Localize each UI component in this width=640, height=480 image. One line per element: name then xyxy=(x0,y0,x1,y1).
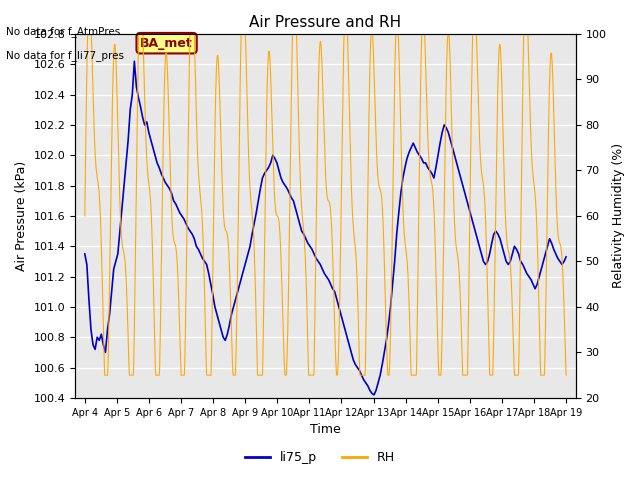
Text: BA_met: BA_met xyxy=(140,36,193,50)
Title: Air Pressure and RH: Air Pressure and RH xyxy=(250,15,401,30)
Y-axis label: Air Pressure (kPa): Air Pressure (kPa) xyxy=(15,161,28,271)
Text: No data for f_li77_pres: No data for f_li77_pres xyxy=(6,49,124,60)
Y-axis label: Relativity Humidity (%): Relativity Humidity (%) xyxy=(612,144,625,288)
Legend: li75_p, RH: li75_p, RH xyxy=(240,446,400,469)
Text: No data for f_AtmPres: No data for f_AtmPres xyxy=(6,25,121,36)
X-axis label: Time: Time xyxy=(310,423,341,436)
